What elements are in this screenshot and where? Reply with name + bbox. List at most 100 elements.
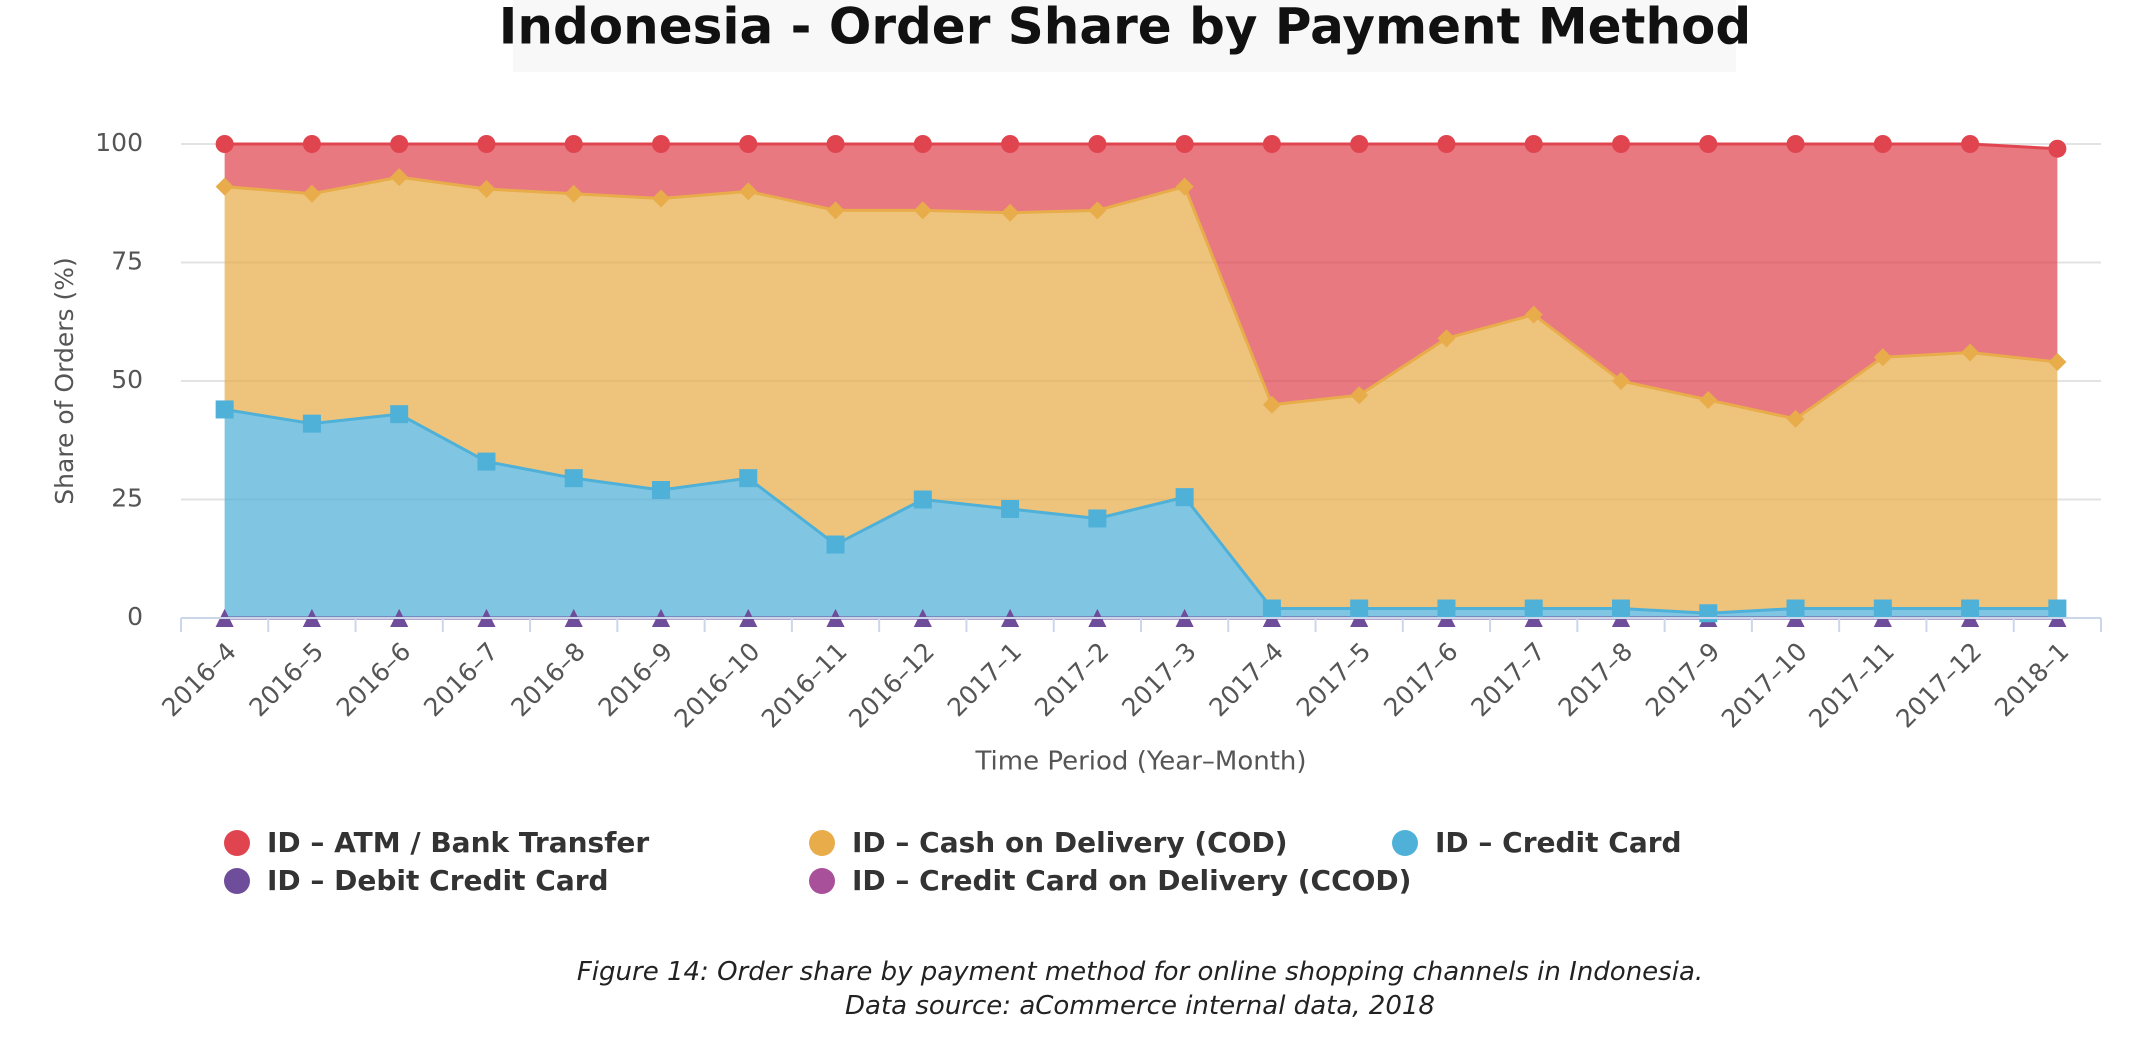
marker [1262,395,1281,414]
marker [477,180,496,199]
marker [913,490,932,509]
x-tick-label: 2018–1 [1989,637,2075,723]
marker [2048,353,2067,372]
legend-label: ID – Credit Card [1435,826,1682,859]
area-fill [224,144,2058,419]
legend-swatch [1392,830,1418,856]
y-axis-title: Share of Orders (%) [50,257,79,504]
marker [1961,135,1980,153]
marker [652,135,670,153]
marker [1175,177,1194,196]
marker [1873,348,1892,367]
marker [390,135,409,153]
marker [1175,488,1194,507]
marker [1961,599,1980,618]
marker [302,135,321,153]
marker [1175,135,1194,153]
marker [390,405,409,424]
x-tick-label: 2017–4 [1204,637,1290,723]
marker [826,135,845,153]
series-line [224,142,2058,151]
marker [215,400,234,419]
chart: Indonesia - Order Share by Payment Metho… [50,0,2102,897]
x-tick-label: 2017–5 [1291,637,1377,723]
legend-label: ID – Cash on Delivery (COD) [852,826,1288,859]
marker [1437,135,1456,153]
marker [477,452,496,471]
marker [215,177,234,196]
marker [739,182,758,201]
marker [2048,139,2067,158]
marker [1088,509,1107,528]
legend-swatch [809,830,835,856]
marker [1437,599,1456,618]
marker [477,135,496,153]
marker [913,135,932,153]
marker [1350,386,1369,405]
legend-label: ID – Credit Card on Delivery (CCOD) [852,864,1411,897]
marker [1524,135,1543,153]
marker [1612,135,1630,153]
marker [1873,135,1892,153]
marker [1612,372,1630,390]
x-tick-label: 2017–1 [942,637,1028,723]
marker [739,469,758,488]
marker [1262,135,1281,153]
x-tick-label: 2016–10 [669,637,766,734]
x-tick-label: 2017–3 [1116,637,1202,723]
y-tick-label: 75 [111,247,143,276]
marker [1437,329,1456,348]
marker [1524,599,1543,618]
series-line [224,407,2058,615]
x-tick-label: 2017–12 [1890,637,1987,734]
x-tick-label: 2016–4 [156,637,242,723]
x-tick-label: 2016–7 [418,637,504,723]
marker [1699,135,1718,153]
y-tick-label: 25 [111,484,143,513]
marker [1001,499,1020,518]
marker [1961,343,1980,362]
marker [1786,599,1805,618]
marker [652,189,670,208]
legend-label: ID – ATM / Bank Transfer [267,826,649,859]
y-tick-label: 0 [127,602,143,631]
series-line [224,175,2058,421]
x-tick-label: 2016–12 [843,637,940,734]
x-tick-label: 2016–11 [756,637,853,734]
marker [1699,604,1718,623]
marker [1088,201,1107,220]
x-tick-label: 2017–6 [1378,637,1464,723]
marker [1088,135,1107,153]
legend-swatch [809,868,835,894]
marker [652,481,670,500]
marker [913,201,932,220]
marker [826,535,845,554]
marker [1001,203,1020,222]
x-tick-label: 2017–7 [1465,637,1551,723]
marker [1786,135,1805,153]
legend-swatch [224,830,250,856]
y-tick-label: 100 [95,128,143,157]
x-tick-label: 2016–6 [331,637,417,723]
area-fill [224,177,2058,614]
x-tick-label: 2016–9 [593,637,679,723]
marker [564,184,583,203]
x-tick-label: 2016–5 [244,637,330,723]
y-tick-label: 50 [111,365,143,394]
marker [1350,135,1369,153]
title-box [513,0,1736,72]
area-fill [224,409,2058,618]
marker [739,135,758,153]
marker [1699,390,1718,409]
marker [302,184,321,203]
marker [1001,135,1020,153]
marker [390,168,409,187]
x-tick-label: 2017–11 [1803,637,1900,734]
x-axis-title: Time Period (Year–Month) [974,747,1306,777]
x-tick-label: 2017–8 [1553,637,1639,723]
marker [215,135,234,153]
x-tick-label: 2016–8 [505,637,591,723]
marker [1524,305,1543,324]
x-tick-label: 2017–10 [1716,637,1813,734]
marker [1873,599,1892,618]
